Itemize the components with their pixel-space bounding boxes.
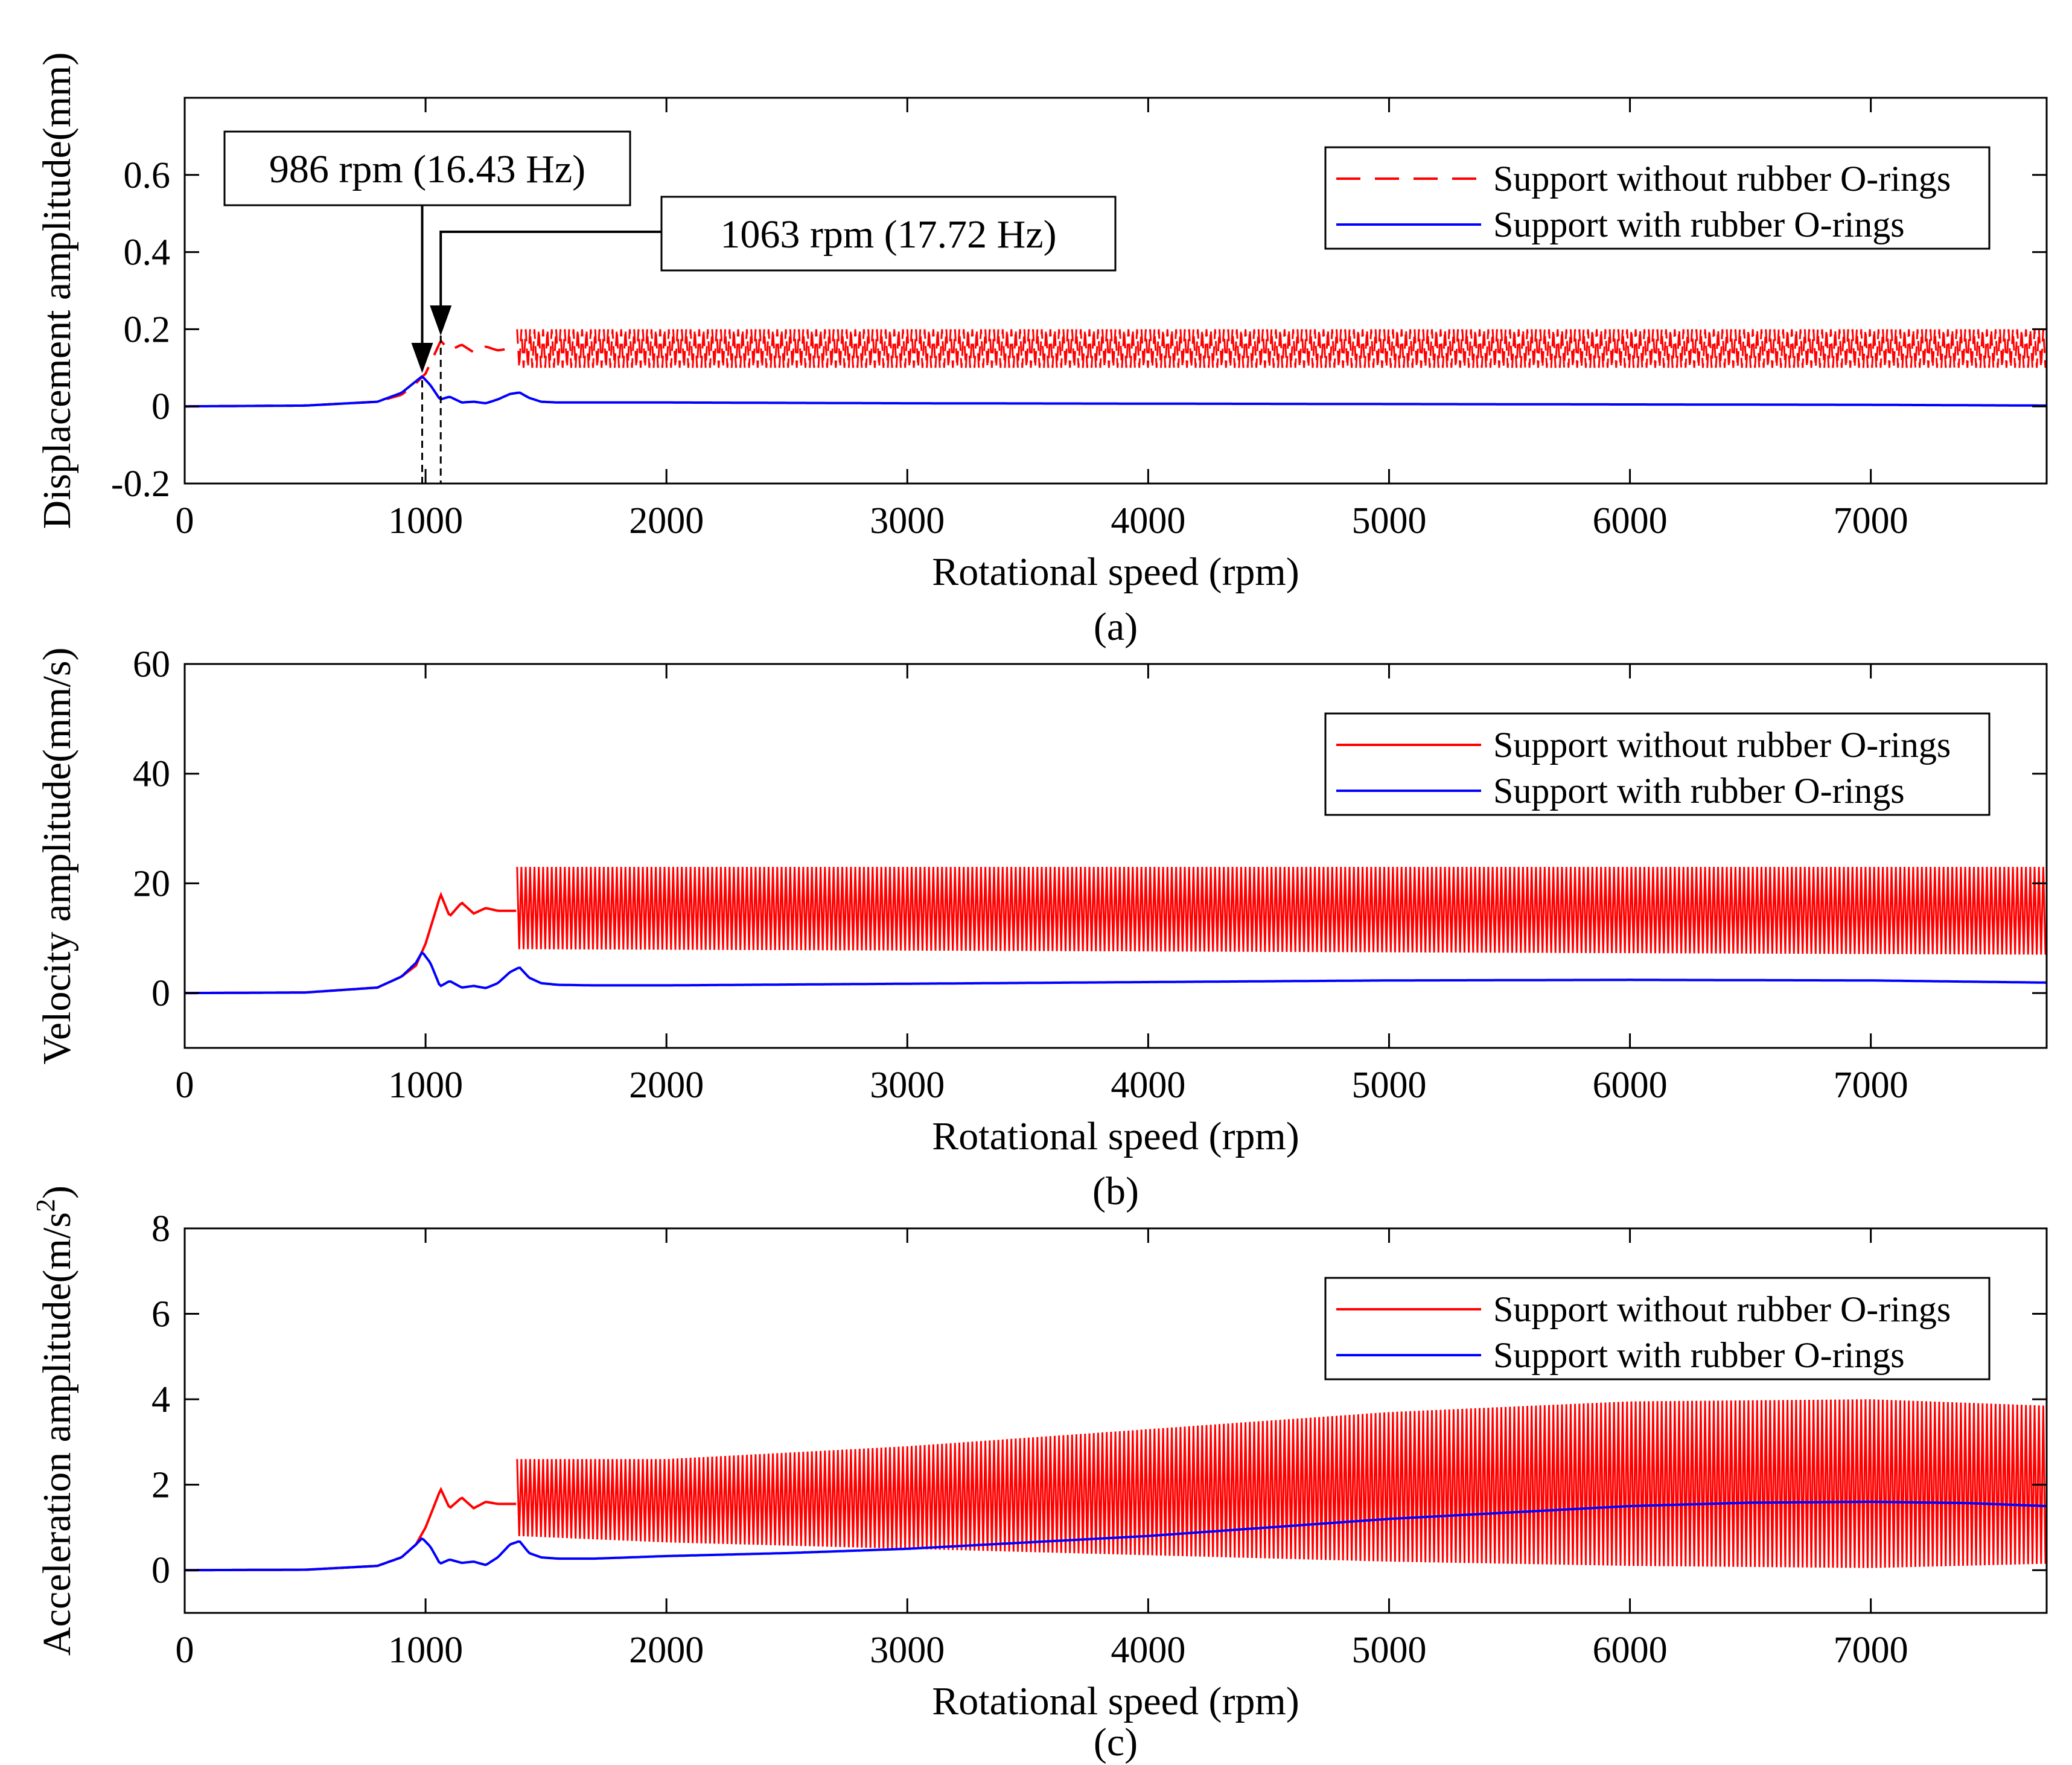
panel-b-y-axis-title: Velocity amplitude(mm/s) [35, 647, 79, 1064]
panel-c-legend-box [1324, 1277, 1991, 1380]
panel-c-oscillation-0 [516, 1399, 2047, 1568]
y-tick-label: 2 [151, 1465, 170, 1506]
panel-a-legend-label-1: Support with rubber O-rings [1493, 205, 1905, 244]
panel-c-acceleration: 0 1000 2000 3000 4000 5000 6000 7000 0 2 4 6 8 Rotati… [31, 1186, 2048, 1764]
panel-b-x-axis: 0 1000 2000 3000 4000 5000 6000 7000 [176, 664, 1908, 1106]
x-tick-label: 2000 [629, 1065, 704, 1106]
panel-a-line-0 [185, 339, 517, 408]
panel-b-caption: (b) [1092, 1169, 1139, 1213]
y-tick-label: 40 [133, 754, 170, 795]
x-tick-label: 7000 [1834, 1065, 1908, 1106]
panel-a-legend: Support without rubber O-rings Support wi… [1324, 146, 1991, 250]
y-tick-label: -0.2 [111, 464, 170, 505]
y-tick-label: 0.4 [124, 232, 171, 273]
panel-a-y-axis: -0.2 0 0.2 0.4 0.6 [111, 155, 2047, 505]
panel-b-legend-box [1324, 712, 1991, 816]
panel-c-caption: (c) [1094, 1720, 1138, 1764]
panel-a-oscillation-0 [516, 329, 2047, 368]
panel-b-axes-frame [183, 663, 2048, 1049]
panel-b-series-with-orings [185, 951, 2047, 995]
x-tick-label: 3000 [870, 1630, 945, 1671]
x-tick-label: 4000 [1111, 1065, 1185, 1106]
y-tick-label: 0 [151, 1550, 170, 1591]
panel-c-series-with-orings [185, 1501, 2047, 1572]
panel-b-oscillation-0 [516, 867, 2047, 955]
x-tick-label: 7000 [1834, 1630, 1908, 1671]
panel-a-caption: (a) [1094, 605, 1138, 649]
panel-b-plot-area [185, 867, 2047, 995]
x-tick-label: 3000 [870, 500, 945, 541]
panel-c-x-axis: 0 1000 2000 3000 4000 5000 6000 7000 [176, 1228, 1908, 1671]
panel-b-legend: Support without rubber O-rings Support wi… [1324, 712, 1991, 816]
panel-c-legend: Support without rubber O-rings Support wi… [1324, 1277, 1991, 1380]
x-tick-label: 6000 [1593, 1630, 1668, 1671]
annotation-arrow-line-1 [439, 231, 661, 309]
panel-a-displacement: 986 rpm (16.43 Hz) 1063 rpm (17.72 Hz) 0 10… [35, 53, 2048, 649]
panel-b-legend-label-0: Support without rubber O-rings [1493, 725, 1951, 765]
panel-a-annotations: 986 rpm (16.43 Hz) 1063 rpm (17.72 Hz) [223, 130, 1117, 484]
panel-a-line-1 [185, 375, 2047, 408]
annotation-box-1 [660, 196, 1117, 272]
y-tick-label: 0 [151, 973, 170, 1014]
x-tick-label: 7000 [1834, 500, 1908, 541]
y-tick-label: 0.6 [124, 155, 171, 196]
y-tick-label: 60 [133, 644, 170, 685]
panel-c-plot-area [185, 1399, 2047, 1572]
x-tick-label: 5000 [1351, 1065, 1426, 1106]
panel-c-legend-label-0: Support without rubber O-rings [1493, 1289, 1951, 1329]
panel-a-x-axis: 0 1000 2000 3000 4000 5000 6000 7000 [176, 98, 1908, 541]
annotation-arrowhead-0 [411, 343, 433, 373]
x-tick-label: 1000 [388, 1630, 463, 1671]
panel-b-x-axis-title: Rotational speed (rpm) [932, 1114, 1299, 1158]
panel-a-axes-frame [183, 97, 2048, 485]
panel-c-y-axis-title: Acceleration amplitude(m/s2) [31, 1186, 79, 1656]
panel-c-legend-label-1: Support with rubber O-rings [1493, 1335, 1905, 1375]
y-tick-label: 20 [133, 863, 170, 904]
panel-c-y-axis: 0 2 4 6 8 [151, 1208, 2047, 1591]
x-tick-label: 1000 [388, 1065, 463, 1106]
annotation-box-0 [223, 130, 631, 206]
y-tick-label: 4 [151, 1379, 170, 1420]
panel-a-series-without-orings [185, 329, 2047, 408]
panel-a-x-axis-title: Rotational speed (rpm) [932, 550, 1299, 594]
panel-b-legend-label-1: Support with rubber O-rings [1493, 771, 1905, 811]
x-tick-label: 1000 [388, 500, 463, 541]
y-tick-label: 0.2 [124, 309, 171, 350]
panel-b-line-1 [185, 951, 2047, 995]
y-tick-label: 6 [151, 1294, 170, 1335]
x-tick-label: 2000 [629, 500, 704, 541]
panel-a-legend-label-0: Support without rubber O-rings [1493, 159, 1951, 199]
x-tick-label: 2000 [629, 1630, 704, 1671]
x-tick-label: 0 [176, 500, 194, 541]
x-tick-label: 0 [176, 1065, 194, 1106]
y-tick-label: 0 [151, 386, 170, 427]
annotation-label-0: 986 rpm (16.43 Hz) [269, 147, 585, 191]
panel-b-y-axis: 0 20 40 60 [133, 644, 2047, 1014]
x-tick-label: 4000 [1111, 500, 1185, 541]
panel-a-plot-area [185, 329, 2047, 408]
panel-a-series-with-orings [185, 375, 2047, 408]
x-tick-label: 3000 [870, 1065, 945, 1106]
x-tick-label: 4000 [1111, 1630, 1185, 1671]
x-tick-label: 6000 [1593, 500, 1668, 541]
annotation-label-1: 1063 rpm (17.72 Hz) [720, 212, 1056, 257]
panel-b-velocity: 0 1000 2000 3000 4000 5000 6000 7000 0 20 40 60 Rota… [35, 644, 2048, 1213]
x-tick-label: 5000 [1351, 1630, 1426, 1671]
x-tick-label: 5000 [1351, 500, 1426, 541]
panel-c-line-1 [185, 1501, 2047, 1572]
panel-a-y-axis-title: Displacement amplitude(mm) [35, 53, 79, 529]
panel-a-legend-box [1324, 146, 1991, 250]
y-tick-label: 8 [151, 1208, 170, 1250]
annotation-arrowhead-1 [430, 305, 452, 336]
x-tick-label: 0 [176, 1630, 194, 1671]
panel-c-axes-frame [183, 1227, 2048, 1614]
x-tick-label: 6000 [1593, 1065, 1668, 1106]
panel-c-x-axis-title: Rotational speed (rpm) [932, 1679, 1299, 1723]
